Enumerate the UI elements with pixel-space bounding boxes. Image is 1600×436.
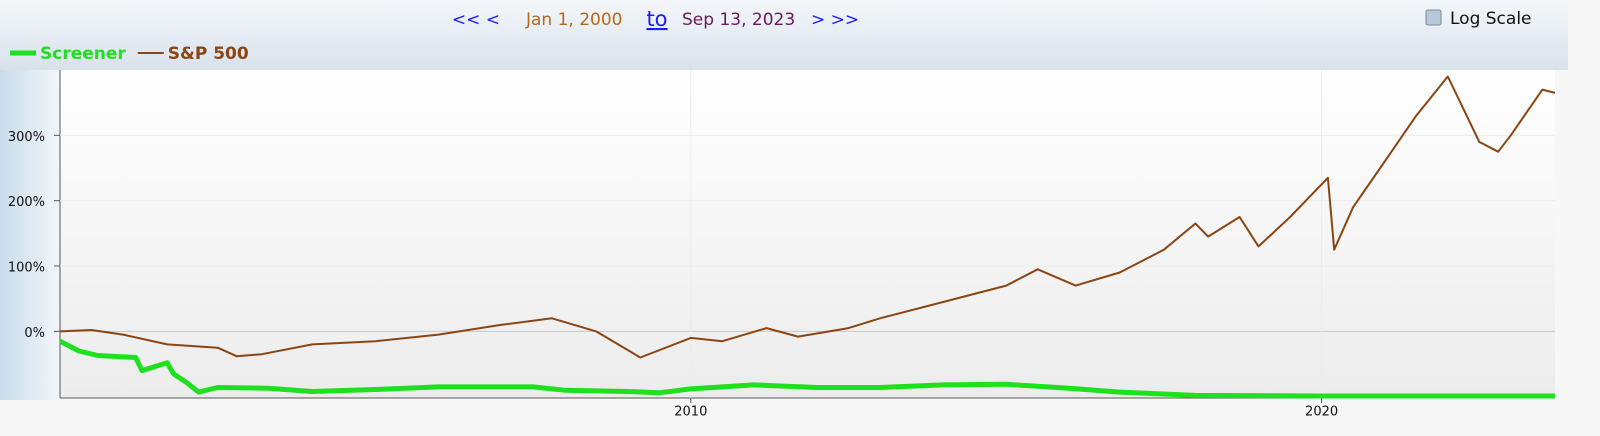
legend-label: S&P 500 [168, 44, 249, 64]
start-date[interactable]: Jan 1, 2000 [525, 10, 623, 30]
end-date[interactable]: Sep 13, 2023 [682, 10, 795, 30]
x-tick-label: 2020 [1305, 405, 1338, 420]
back-link[interactable]: << < [452, 10, 500, 30]
y-tick-label: 300% [8, 130, 45, 145]
plot-area [60, 70, 1555, 398]
x-tick-label: 2010 [674, 405, 707, 420]
y-tick-label: 0% [24, 326, 45, 341]
y-axis-panel [0, 70, 60, 400]
header [0, 0, 1568, 70]
series-line [58, 338, 1555, 399]
y-tick-label: 200% [8, 195, 45, 210]
legend-label: Screener [40, 44, 126, 64]
to-link[interactable]: to [646, 7, 667, 31]
forward-link[interactable]: > >> [811, 10, 859, 30]
y-tick-label: 100% [8, 261, 45, 276]
log-scale-label[interactable]: Log Scale [1450, 9, 1532, 29]
log-scale-checkbox[interactable] [1425, 9, 1442, 26]
series-line [59, 75, 1556, 359]
